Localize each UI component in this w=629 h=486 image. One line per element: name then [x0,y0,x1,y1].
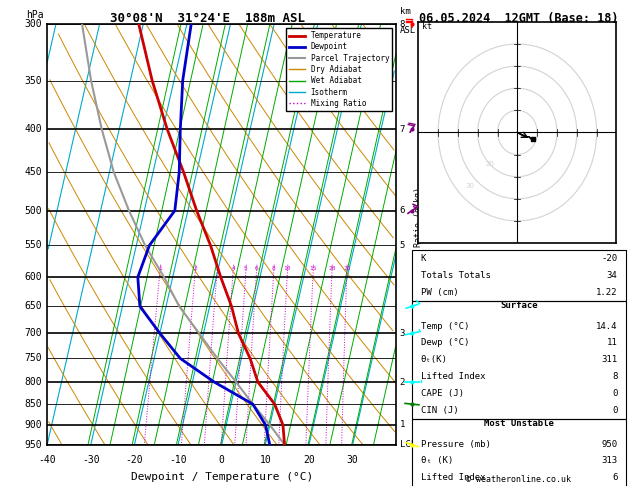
Text: 15: 15 [309,266,317,271]
Text: 2: 2 [400,378,405,386]
Text: 3: 3 [215,266,219,271]
Legend: Temperature, Dewpoint, Parcel Trajectory, Dry Adiabat, Wet Adiabat, Isotherm, Mi: Temperature, Dewpoint, Parcel Trajectory… [286,28,392,111]
Text: 0: 0 [219,455,225,465]
Text: km: km [400,7,411,16]
Text: Temp (°C): Temp (°C) [421,322,469,330]
Text: Lifted Index: Lifted Index [421,473,485,482]
Text: 8: 8 [400,20,405,29]
Text: 1: 1 [158,266,162,271]
Text: 06.05.2024  12GMT (Base: 18): 06.05.2024 12GMT (Base: 18) [419,12,619,25]
Text: Surface: Surface [500,301,538,311]
Text: 30: 30 [465,183,474,189]
Text: θₜ(K): θₜ(K) [421,355,447,364]
Text: 1: 1 [400,420,405,430]
Text: ASL: ASL [400,26,416,35]
Text: K: K [421,254,426,263]
Text: -40: -40 [38,455,56,465]
Text: 850: 850 [25,399,42,409]
Text: 900: 900 [25,420,42,430]
Text: θₜ (K): θₜ (K) [421,456,453,466]
Text: 7: 7 [400,125,405,134]
Text: © weatheronline.co.uk: © weatheronline.co.uk [467,474,571,484]
Text: 2: 2 [193,266,197,271]
Text: 10: 10 [284,266,291,271]
Text: 20: 20 [303,455,315,465]
Text: -20: -20 [126,455,143,465]
Text: 450: 450 [25,167,42,177]
Text: kt: kt [422,21,432,31]
Text: 10: 10 [260,455,271,465]
Text: 500: 500 [25,206,42,216]
Text: 350: 350 [25,75,42,86]
Text: hPa: hPa [26,10,44,20]
Text: 30: 30 [347,455,359,465]
Text: CIN (J): CIN (J) [421,406,458,415]
Text: 30°08'N  31°24'E  188m ASL: 30°08'N 31°24'E 188m ASL [110,12,305,25]
Text: PW (cm): PW (cm) [421,288,458,297]
Text: 950: 950 [601,440,617,449]
Text: 600: 600 [25,272,42,282]
Text: 0: 0 [612,406,617,415]
Text: -10: -10 [169,455,187,465]
Text: 4: 4 [231,266,235,271]
Text: 25: 25 [343,266,351,271]
Text: 311: 311 [601,355,617,364]
Text: 8: 8 [612,372,617,381]
Text: 11: 11 [606,338,617,347]
Text: Dewp (°C): Dewp (°C) [421,338,469,347]
Text: 34: 34 [606,271,617,280]
Text: 6: 6 [255,266,259,271]
Text: Dewpoint / Temperature (°C): Dewpoint / Temperature (°C) [131,472,313,482]
Text: 20: 20 [485,160,494,167]
Text: 700: 700 [25,329,42,338]
Text: 300: 300 [25,19,42,29]
Text: -30: -30 [82,455,99,465]
Text: Totals Totals: Totals Totals [421,271,491,280]
Text: 800: 800 [25,377,42,387]
Text: Most Unstable: Most Unstable [484,419,554,428]
Text: -20: -20 [601,254,617,263]
Text: 14.4: 14.4 [596,322,617,330]
Text: Lifted Index: Lifted Index [421,372,485,381]
Text: 6: 6 [400,206,405,215]
Text: 750: 750 [25,353,42,364]
Text: 650: 650 [25,301,42,312]
Text: 0: 0 [612,389,617,398]
Text: CAPE (J): CAPE (J) [421,389,464,398]
Text: 400: 400 [25,124,42,134]
Text: 1.22: 1.22 [596,288,617,297]
Text: LCL: LCL [400,440,416,449]
Text: Pressure (mb): Pressure (mb) [421,440,491,449]
Text: 5: 5 [244,266,248,271]
Text: 313: 313 [601,456,617,466]
Text: 550: 550 [25,241,42,250]
Text: 20: 20 [328,266,336,271]
Text: 8: 8 [272,266,276,271]
Text: 950: 950 [25,440,42,450]
Text: 3: 3 [400,329,405,338]
Text: 5: 5 [400,241,405,250]
Text: Mixing Ratio (g/kg): Mixing Ratio (g/kg) [415,187,423,282]
Text: 6: 6 [612,473,617,482]
